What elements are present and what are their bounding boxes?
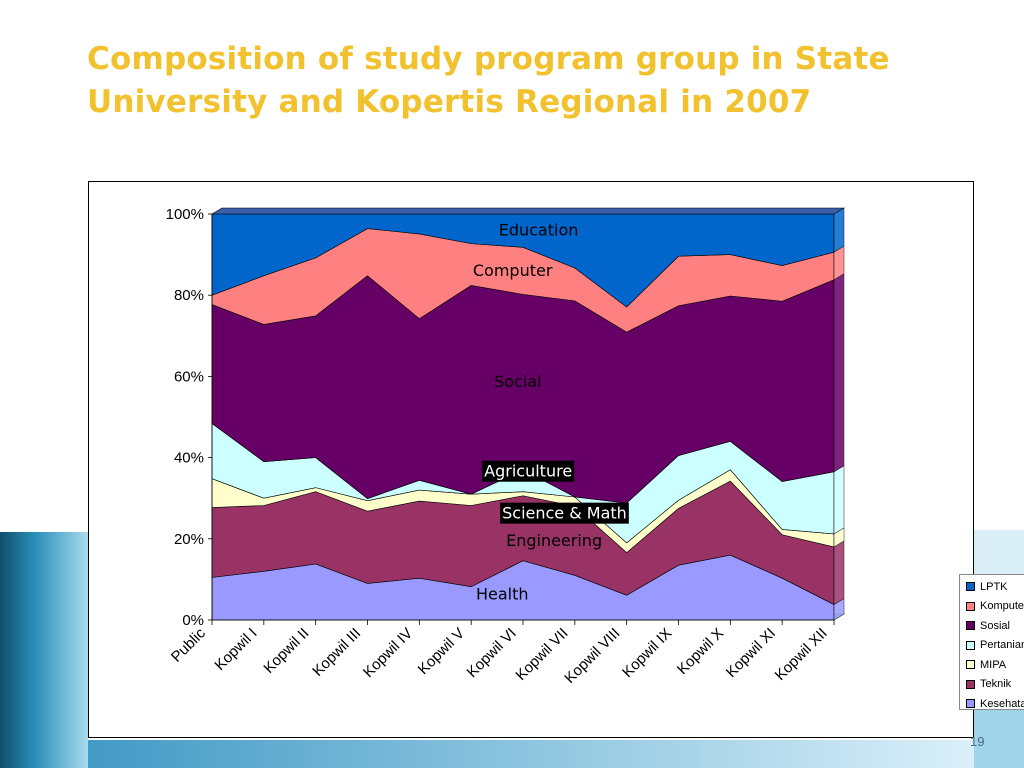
x-tick-label: Kopwil IX (619, 625, 675, 681)
legend-swatch (966, 660, 975, 670)
x-tick-label: Kopwil XI (723, 625, 779, 681)
area-annotation-label: Social (494, 372, 541, 391)
series-top-edge (210, 207, 846, 215)
x-tick-label: Public (168, 624, 209, 665)
area-annotation-label: Health (476, 584, 529, 603)
y-tick-label: 20% (174, 531, 204, 548)
slide-title: Composition of study program group in St… (87, 38, 947, 124)
x-tick-label: Kopwil VI (464, 625, 520, 681)
series-side-lptk (833, 207, 845, 253)
x-tick-label: Kopwil III (309, 625, 364, 680)
legend-swatch (966, 582, 975, 592)
slide-title-line-1: Composition of study program group in St… (87, 41, 890, 77)
area-annotation-background (500, 502, 629, 524)
area-annotation-label: Education (499, 221, 579, 240)
legend-swatch (966, 699, 975, 709)
legend-item: Teknik (966, 675, 1024, 695)
x-tick-label: Kopwil I (211, 625, 260, 674)
slide-title-line-2: University and Kopertis Regional in 2007 (87, 84, 812, 120)
x-tick-label: Kopwil X (674, 625, 727, 678)
stacked-area-chart: 0%20%40%60%80%100%Public Kopwil I Kopwil I… (166, 206, 846, 687)
legend-label: Teknik (980, 678, 1012, 691)
legend-label: MIPA (980, 658, 1007, 671)
legend-swatch (966, 679, 975, 689)
legend-item: Komputer (966, 597, 1024, 617)
chart-frame: 0% 20% 40% 60% 80% 100% Public Kopwil I Kopwil I… (88, 181, 1024, 738)
y-tick-label: 60% (174, 368, 204, 385)
y-tick-label: 40% (174, 450, 204, 467)
legend-item: MIPA (966, 655, 1024, 675)
y-tick-label: 80% (174, 287, 204, 304)
x-tick-label: Kopwil V (415, 625, 468, 678)
legend-swatch (966, 601, 975, 611)
legend-swatch (966, 640, 975, 650)
legend-swatch (966, 621, 975, 631)
legend-item: Sosial (966, 616, 1024, 636)
x-tick-label: Kopwil II (260, 625, 312, 677)
legend-label: Pertanian (980, 639, 1024, 652)
series-side-pertanian (833, 465, 845, 535)
legend-item: LPTK (966, 577, 1024, 597)
series-side-sosial (833, 273, 845, 473)
area-annotation-background (482, 460, 575, 482)
legend-label: Sosial (980, 619, 1010, 632)
legend-label: Kesehatan (980, 697, 1024, 710)
series-side-teknik (833, 540, 845, 606)
area-annotation-label: Science & Math (502, 504, 627, 523)
x-tick-label: Kopwil IV (360, 625, 416, 681)
legend-item: Pertanian (966, 636, 1024, 656)
legend-label: LPTK (980, 580, 1008, 593)
area-annotation-label: Computer (473, 261, 553, 280)
area-annotation-label: Engineering (506, 531, 602, 550)
y-tick-label: 0% (182, 612, 204, 629)
x-tick-label: Kopwil VIII (561, 625, 623, 687)
legend-item: Kesehatan (966, 694, 1024, 714)
legend-label: Komputer (980, 600, 1024, 613)
page-number: 19 (970, 734, 985, 749)
x-tick-label: Kopwil XII (772, 625, 831, 684)
chart-legend: LPTK Komputer Sosial Pertanian MIPA Teknik Kes… (959, 574, 1024, 710)
y-tick-label: 100% (166, 206, 204, 223)
area-annotation-label: Agriculture (484, 462, 572, 481)
